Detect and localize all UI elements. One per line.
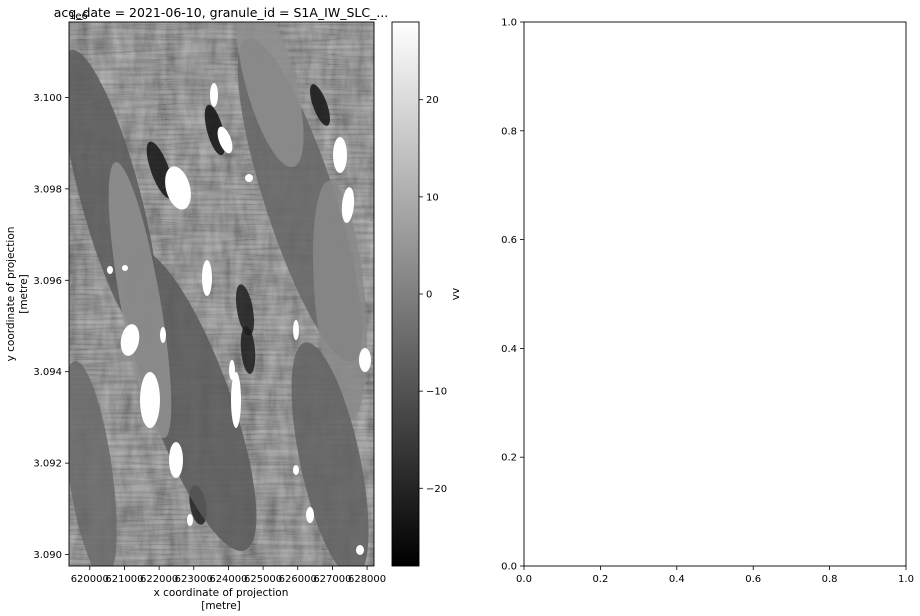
right-y-tick-label: 0.6 bbox=[501, 235, 517, 246]
nodata-patch bbox=[333, 137, 347, 173]
left-x-axis-label-line2: [metre] bbox=[201, 600, 241, 612]
colorbar-tick-label: 20 bbox=[426, 95, 439, 106]
nodata-patch bbox=[165, 166, 191, 210]
right-y-tick-label: 0.4 bbox=[501, 344, 517, 355]
left-x-tick-label: 626000 bbox=[279, 574, 317, 585]
right-axes-frame bbox=[523, 21, 907, 567]
raster-streak bbox=[312, 180, 368, 420]
nodata-patch bbox=[356, 545, 364, 555]
left-axes-frame bbox=[68, 21, 375, 567]
left-y-tick-label: 3.090 bbox=[33, 550, 62, 561]
sar-raster-image bbox=[69, 22, 374, 566]
colorbar-tick-label: 10 bbox=[426, 192, 439, 203]
colorbar-tick-label: −10 bbox=[426, 387, 447, 398]
left-x-tick-label: 624000 bbox=[209, 574, 247, 585]
left-y-tick-label: 3.100 bbox=[33, 93, 62, 104]
left-y-axis: 3.090 3.092 3.094 3.096 3.098 3.100 bbox=[33, 93, 69, 561]
left-x-tick-label: 622000 bbox=[140, 574, 178, 585]
left-x-tick-label: 625000 bbox=[244, 574, 282, 585]
nodata-patch bbox=[160, 327, 166, 343]
raster-streak bbox=[291, 342, 369, 566]
left-x-tick-label: 628000 bbox=[348, 574, 386, 585]
raster-streak bbox=[235, 284, 255, 336]
nodata-patch bbox=[140, 372, 160, 428]
colorbar-axis: 20 10 0 −10 −20 bbox=[419, 95, 447, 495]
right-y-tick-label: 0.0 bbox=[501, 562, 517, 573]
nodata-patch bbox=[217, 126, 233, 154]
nodata-patch bbox=[210, 83, 218, 107]
right-x-tick-label: 0.8 bbox=[822, 574, 838, 585]
left-y-axis-label-line2: [metre] bbox=[18, 274, 30, 314]
raster-streak bbox=[108, 162, 172, 438]
nodata-patch bbox=[341, 187, 355, 223]
nodata-patch bbox=[187, 514, 193, 526]
right-y-tick-label: 1.0 bbox=[501, 18, 517, 29]
right-y-tick-label: 0.8 bbox=[501, 126, 517, 137]
right-x-tick-label: 0.0 bbox=[516, 574, 532, 585]
nodata-patch bbox=[306, 507, 314, 523]
nodata-patch bbox=[293, 320, 299, 340]
right-y-tick-label: 0.2 bbox=[501, 453, 517, 464]
colorbar-label: vv bbox=[450, 288, 462, 300]
nodata-patch bbox=[293, 465, 299, 475]
raster-nodata-patches bbox=[107, 83, 371, 555]
raster-streak-features bbox=[69, 22, 369, 566]
nodata-patch bbox=[231, 372, 241, 428]
nodata-patch bbox=[245, 174, 253, 182]
nodata-patch bbox=[229, 360, 235, 380]
right-x-tick-label: 0.2 bbox=[592, 574, 608, 585]
left-x-tick-label: 623000 bbox=[175, 574, 213, 585]
colorbar bbox=[391, 21, 420, 567]
nodata-patch bbox=[107, 266, 113, 274]
left-x-tick-label: 621000 bbox=[105, 574, 143, 585]
left-x-tick-label: 627000 bbox=[313, 574, 351, 585]
right-x-tick-label: 0.4 bbox=[669, 574, 685, 585]
left-y-axis-label-line1: y coordinate of projection bbox=[5, 227, 17, 362]
nodata-patch bbox=[202, 260, 212, 296]
colorbar-tick-label: −20 bbox=[426, 484, 447, 495]
left-plot-title: acq_date = 2021-06-10, granule_id = S1A_… bbox=[54, 5, 389, 20]
left-y-tick-label: 3.096 bbox=[33, 276, 62, 287]
right-x-tick-label: 1.0 bbox=[898, 574, 914, 585]
nodata-patch bbox=[359, 348, 371, 372]
left-y-tick-label: 3.094 bbox=[33, 367, 62, 378]
left-y-tick-label: 3.098 bbox=[33, 184, 62, 195]
left-y-offset-label: 1e6 bbox=[69, 11, 88, 22]
right-x-tick-label: 0.6 bbox=[745, 574, 761, 585]
right-x-axis: 0.0 0.2 0.4 0.6 0.8 1.0 bbox=[516, 566, 914, 585]
raster-streak bbox=[69, 361, 117, 566]
nodata-patch bbox=[122, 265, 128, 271]
left-x-axis-label-line1: x coordinate of projection bbox=[154, 587, 289, 599]
left-y-tick-label: 3.092 bbox=[33, 459, 62, 470]
raster-streak bbox=[310, 84, 330, 126]
raster-streak bbox=[236, 22, 304, 168]
left-x-tick-label: 620000 bbox=[71, 574, 109, 585]
nodata-patch bbox=[169, 442, 183, 478]
raster-streak bbox=[240, 326, 256, 374]
colorbar-tick-label: 0 bbox=[426, 290, 432, 301]
nodata-patch bbox=[120, 324, 140, 356]
left-x-axis: 6200006210006220006230006240006250006260… bbox=[71, 566, 386, 585]
right-y-axis: 0.0 0.2 0.4 0.6 0.8 1.0 bbox=[501, 18, 524, 573]
